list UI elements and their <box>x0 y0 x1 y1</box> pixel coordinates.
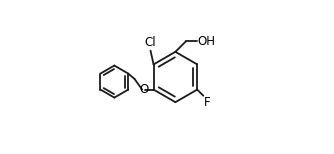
Text: OH: OH <box>197 35 215 48</box>
Text: Cl: Cl <box>145 36 156 49</box>
Text: F: F <box>204 96 211 109</box>
Text: O: O <box>139 83 148 96</box>
